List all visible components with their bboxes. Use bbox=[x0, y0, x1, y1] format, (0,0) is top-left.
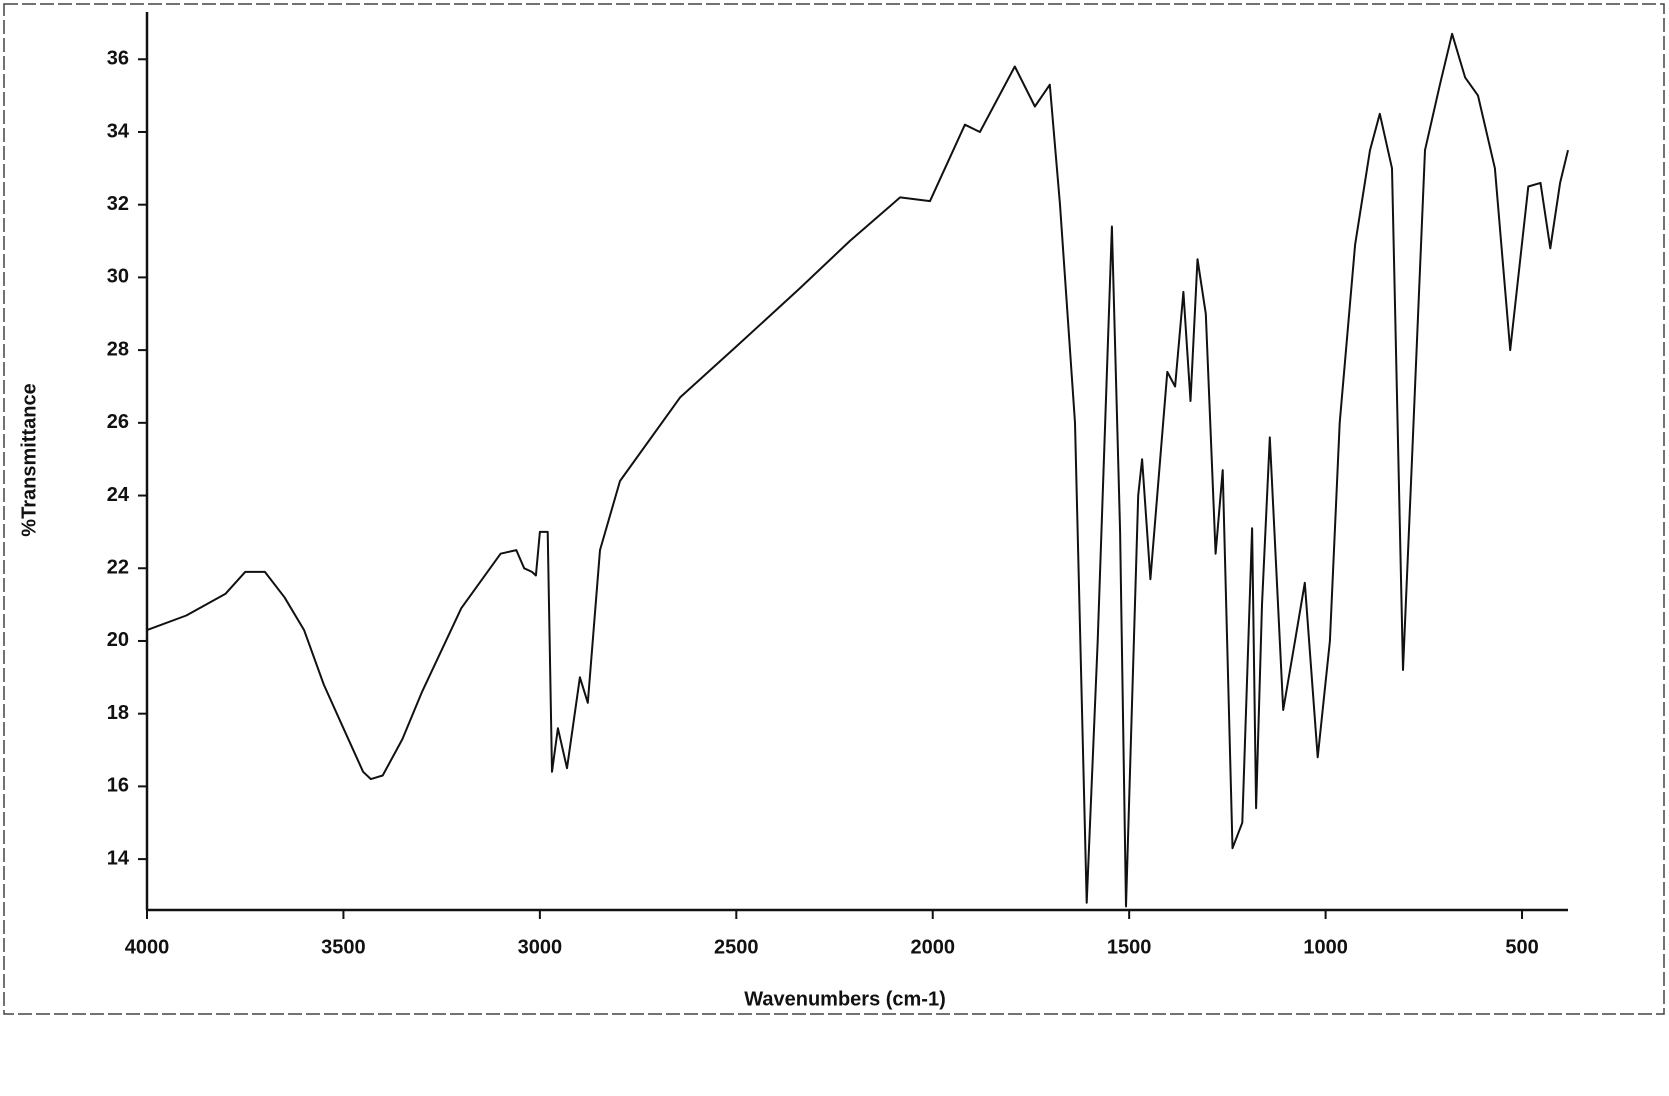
x-tick-label: 500 bbox=[1505, 936, 1538, 958]
x-tick-label: 2000 bbox=[910, 936, 955, 958]
y-tick-label: 16 bbox=[107, 775, 129, 797]
y-axis-label: %Transmittance bbox=[18, 383, 40, 536]
y-tick-label: 20 bbox=[107, 629, 129, 651]
spectrum-line bbox=[146, 32, 1569, 908]
x-tick-label: 3500 bbox=[321, 936, 366, 958]
y-tick-label: 36 bbox=[107, 48, 129, 70]
x-tick-label: 2500 bbox=[714, 936, 759, 958]
y-tick-label: 30 bbox=[107, 266, 129, 288]
y-tick-label: 24 bbox=[107, 484, 130, 506]
frame bbox=[3, 3, 1665, 1015]
y-tick-label: 26 bbox=[107, 411, 129, 433]
y-tick-label: 28 bbox=[107, 338, 129, 360]
y-tick-label: 18 bbox=[107, 702, 129, 724]
y-tick-label: 14 bbox=[107, 847, 130, 869]
x-axis-label: Wavenumbers (cm-1) bbox=[744, 988, 946, 1010]
y-tick-label: 22 bbox=[107, 557, 129, 579]
x-tick-label: 3000 bbox=[518, 936, 563, 958]
x-tick-label: 1000 bbox=[1303, 936, 1348, 958]
x-tick-label: 4000 bbox=[125, 936, 170, 958]
y-tick-label: 34 bbox=[107, 120, 130, 142]
y-tick-label: 32 bbox=[107, 193, 129, 215]
x-tick-label: 1500 bbox=[1107, 936, 1152, 958]
